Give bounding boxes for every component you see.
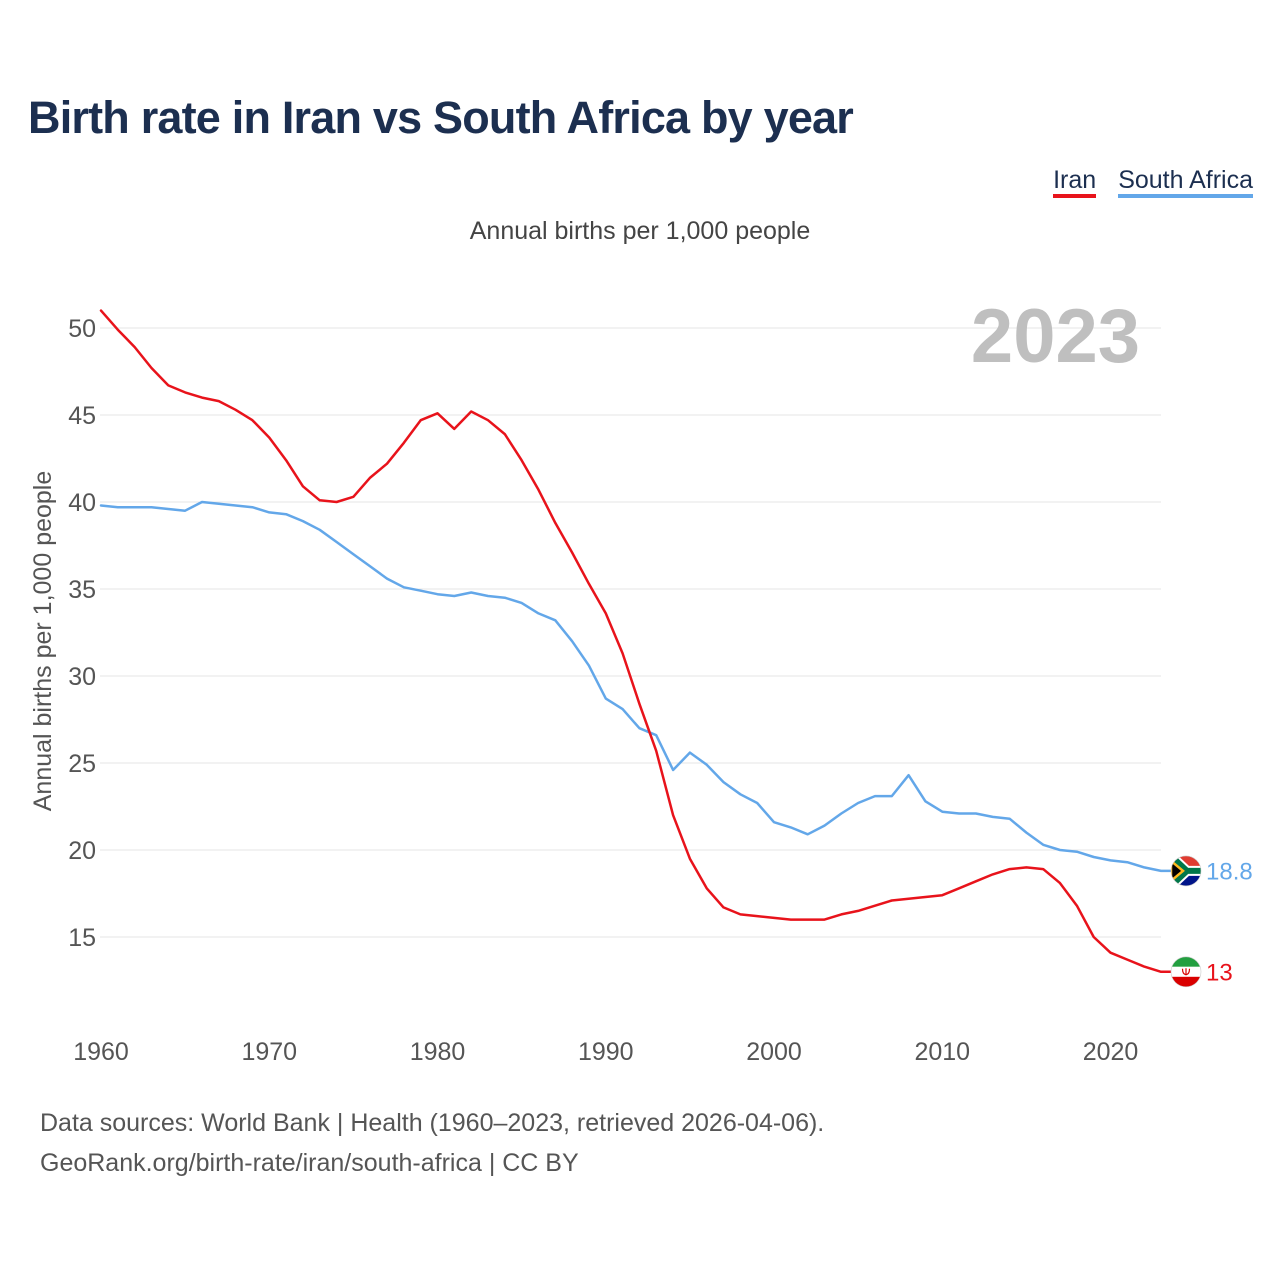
legend: Iran South Africa — [1053, 168, 1253, 198]
flag-white-border — [1171, 855, 1201, 886]
y-axis: 15 20 25 30 35 40 45 50 — [68, 315, 96, 952]
year-label: 2023 — [971, 294, 1140, 379]
gridlines — [100, 327, 1161, 938]
end-label-iran: 13 — [1206, 959, 1233, 986]
flag-black-triangle — [1171, 858, 1185, 884]
y-tick-label: 15 — [68, 924, 96, 952]
x-tick-label: 1970 — [241, 1038, 297, 1066]
series-line-south-africa — [99, 500, 1173, 873]
series-line-iran — [99, 309, 1173, 974]
y-tick-label: 40 — [68, 489, 96, 517]
chart-subtitle: Annual births per 1,000 people — [469, 217, 811, 245]
y-tick-label: 20 — [68, 837, 96, 865]
y-tick-label: 25 — [68, 750, 96, 778]
y-tick-label: 30 — [68, 663, 96, 691]
x-tick-label: 1960 — [73, 1038, 129, 1066]
legend-item-iran[interactable]: Iran — [1053, 166, 1097, 198]
iran-flag-icon — [1170, 956, 1202, 988]
x-tick-label: 1990 — [578, 1038, 634, 1066]
south-africa-flag-icon — [1170, 855, 1202, 887]
legend-label: Iran — [1053, 166, 1097, 194]
flag-outline — [1170, 956, 1202, 988]
y-tick-label: 45 — [68, 402, 96, 430]
flag-emblem — [1181, 968, 1191, 976]
chart-title: Birth rate in Iran vs South Africa by ye… — [28, 92, 854, 143]
x-tick-label: 1980 — [410, 1038, 466, 1066]
footer-source: Data sources: World Bank | Health (1960–… — [40, 1109, 825, 1137]
x-tick-label: 2010 — [914, 1038, 970, 1066]
flag-white-band — [1171, 966, 1201, 977]
flag-green-band — [1171, 956, 1201, 967]
x-tick-label: 2020 — [1083, 1038, 1139, 1066]
y-tick-label: 35 — [68, 576, 96, 604]
flag-red-band — [1171, 976, 1201, 987]
footer: Data sources: World Bank | Health (1960–… — [40, 1103, 824, 1183]
y-tick-label: 50 — [68, 315, 96, 343]
x-tick-label: 2000 — [746, 1038, 802, 1066]
x-axis: 1960 1970 1980 1990 2000 2010 2020 — [73, 1038, 1138, 1066]
flag-green-band — [1171, 855, 1201, 886]
flag-outline — [1170, 855, 1202, 887]
footer-credit: GeoRank.org/birth-rate/iran/south-africa… — [40, 1149, 579, 1177]
flag-red-band — [1171, 855, 1201, 871]
legend-label: South Africa — [1118, 166, 1253, 194]
legend-item-south-africa[interactable]: South Africa — [1118, 168, 1253, 198]
end-label-south-africa: 18.8 — [1206, 858, 1253, 885]
y-axis-label: Annual births per 1,000 people — [29, 471, 57, 812]
series-lines — [99, 309, 1173, 974]
flag-blue-band — [1171, 870, 1201, 886]
